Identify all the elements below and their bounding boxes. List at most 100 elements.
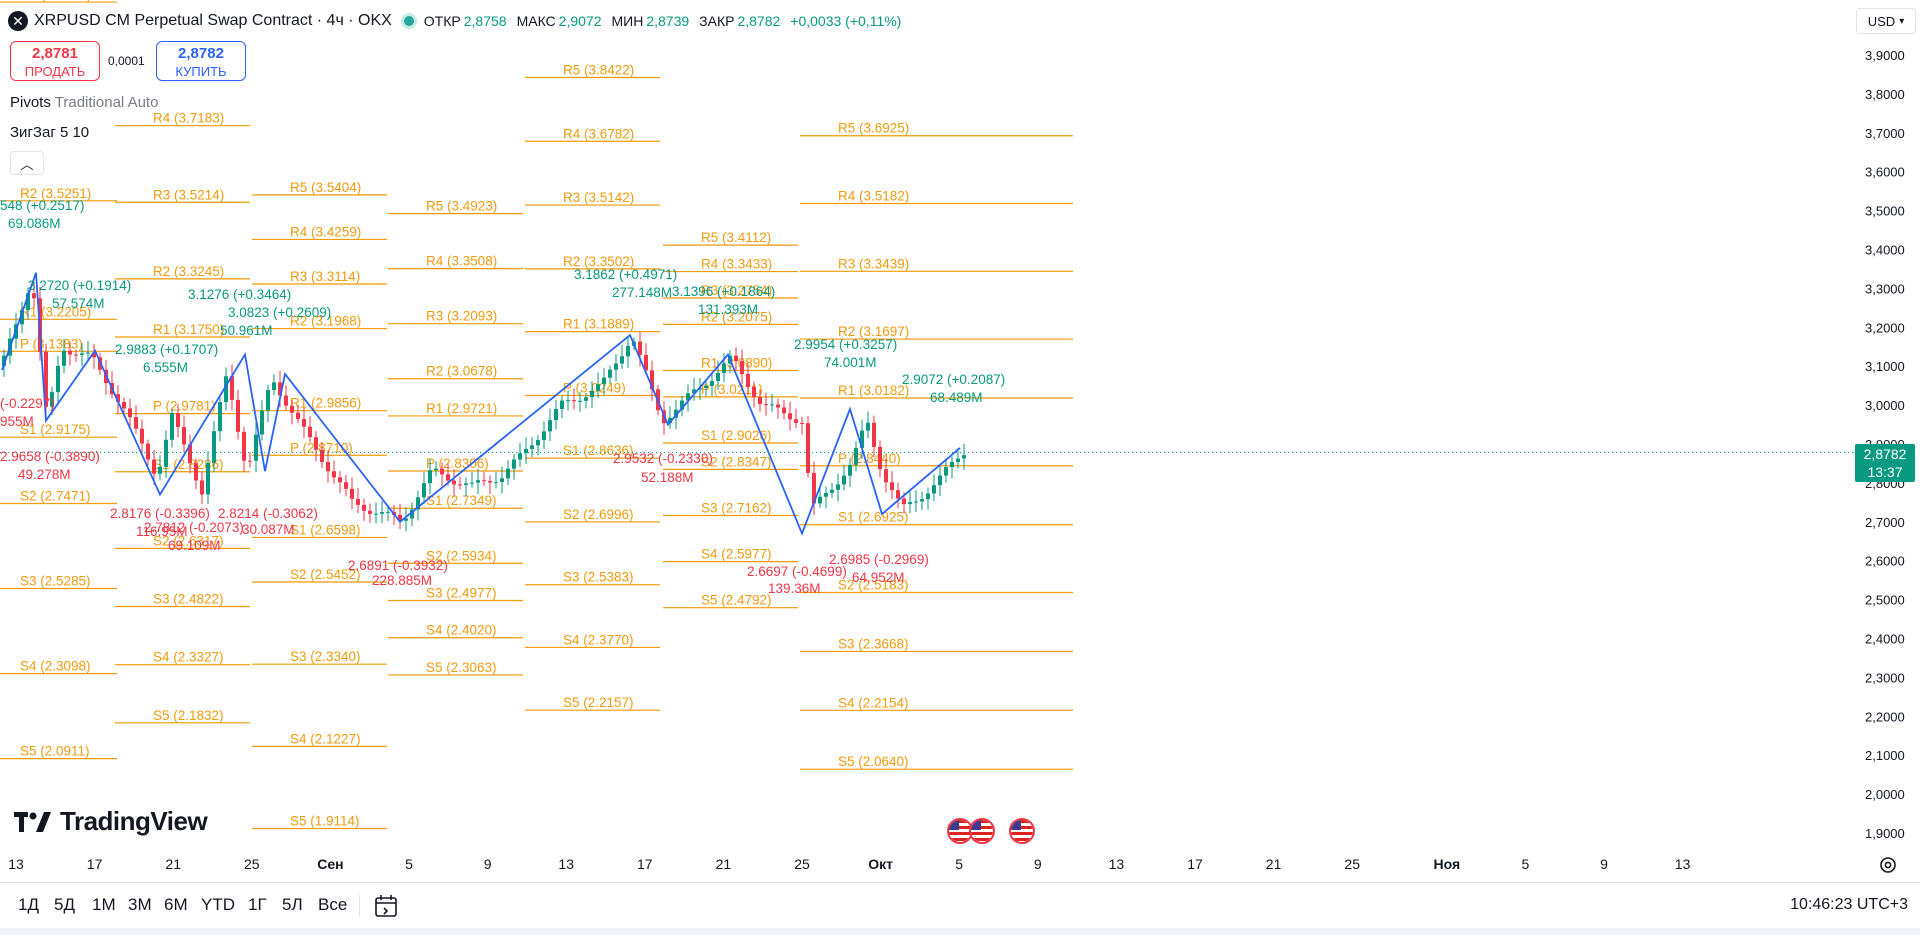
x-axis-tick-label: 5: [405, 856, 413, 872]
x-axis-tick-label: 5: [1522, 856, 1530, 872]
range-ytd-button[interactable]: YTD: [201, 895, 235, 914]
last-price-value: 2,8782: [1863, 446, 1907, 462]
us-flag-event-icon[interactable]: [947, 818, 973, 844]
range-6m-button[interactable]: 6М: [164, 895, 188, 914]
range-1m-button[interactable]: 1М: [92, 895, 116, 914]
pivot-level-label: S5 (2.2157): [563, 695, 634, 710]
utc-clock[interactable]: 10:46:23 UTC+3: [1790, 896, 1908, 913]
y-axis-tick-label: 2,4000: [1865, 632, 1905, 647]
x-axis-tick-label: 17: [1187, 856, 1203, 872]
candle-body: [848, 464, 852, 476]
candle-body: [326, 461, 330, 472]
pivot-level-label: S5 (2.0911): [20, 744, 90, 759]
candle-body: [200, 480, 204, 495]
pivot-level-label: R1 (4.0361): [20, 0, 91, 2]
pivot-level-label: S4 (2.3770): [563, 632, 634, 647]
tradingview-mark-icon: [14, 811, 51, 832]
candle-body: [470, 482, 474, 484]
pivot-level-label: S3 (2.5285): [20, 574, 91, 589]
zigzag-label: 139.36M: [768, 581, 821, 596]
candle-body: [842, 475, 846, 485]
range-5d-button[interactable]: 5Д: [54, 895, 75, 914]
range-all-button[interactable]: Все: [318, 895, 348, 914]
us-flag-event-icon[interactable]: [1009, 818, 1035, 844]
candle-body: [422, 483, 426, 498]
collapse-legend-button[interactable]: ︿: [10, 151, 44, 175]
pivot-level-label: R2 (3.5251): [20, 186, 91, 201]
toolbar-divider: [359, 895, 360, 917]
y-axis-tick-label: 2,0000: [1865, 787, 1905, 802]
indicator-zigzag[interactable]: ЗигЗаг 5 10: [10, 124, 89, 141]
go-to-date-calendar-icon[interactable]: [372, 892, 400, 920]
candle-body: [590, 390, 594, 398]
candle-body: [902, 498, 906, 505]
range-1y-button[interactable]: 1Г: [248, 895, 267, 914]
chart-settings-gear-icon[interactable]: [1877, 854, 1899, 876]
candle-body: [242, 431, 246, 461]
pivot-level-label: S3 (2.3668): [838, 636, 909, 651]
candle-body: [488, 480, 492, 483]
pivot-level-label: R4 (3.3508): [426, 254, 497, 269]
candle-body: [320, 449, 324, 462]
candle-body: [68, 350, 72, 355]
candle-body: [284, 395, 288, 406]
candle-body: [476, 480, 480, 483]
candle-body: [584, 397, 588, 401]
symbol-title[interactable]: XRPUSD CM Perpetual Swap Contract · 4ч ·…: [34, 12, 392, 29]
pivot-level-label: R1 (3.0182): [838, 383, 909, 398]
zigzag-label: 2.9954 (+0.3257): [794, 337, 897, 352]
pivot-level-label: S5 (2.4792): [701, 593, 772, 608]
ohlc-open-label: ОТКР: [423, 13, 461, 29]
y-axis-tick-label: 3,6000: [1865, 165, 1905, 180]
candle-body: [944, 467, 948, 476]
zigzag-label: 2.9658 (-0.3890): [0, 449, 100, 464]
currency-selector[interactable]: USD ▾: [1856, 8, 1916, 34]
range-1d-button[interactable]: 1Д: [18, 895, 39, 914]
x-axis-tick-label: 25: [244, 856, 260, 872]
pivot-level-label: R3 (3.3114): [290, 269, 360, 284]
candle-body: [716, 372, 720, 382]
range-5y-button[interactable]: 5Л: [282, 895, 303, 914]
candle-body: [530, 445, 534, 449]
candle-body: [818, 496, 822, 504]
us-flag-event-icon[interactable]: [969, 818, 995, 844]
pivot-level-label: R5 (3.5404): [290, 180, 361, 195]
candle-body: [506, 468, 510, 479]
currency-label: USD: [1867, 13, 1896, 29]
candle-body: [866, 422, 870, 431]
candle-body: [410, 509, 414, 519]
candle-body: [776, 404, 780, 408]
x-axis-tick-label: Ноя: [1433, 856, 1460, 872]
zigzag-label: 2.7812 (-0.2073): [144, 520, 244, 535]
candle-body: [824, 492, 828, 497]
candle-body: [218, 402, 222, 432]
candle-body: [602, 377, 606, 385]
candle-body: [338, 477, 342, 483]
candle-body: [596, 384, 600, 391]
indicator-pivots[interactable]: Pivots Traditional Auto: [10, 94, 158, 111]
pivot-level-label: S5 (2.3063): [426, 660, 497, 675]
tradingview-logo[interactable]: TradingView: [14, 806, 208, 837]
sell-price: 2,8781: [32, 45, 78, 62]
range-3m-button[interactable]: 3М: [128, 895, 152, 914]
candle-body: [752, 386, 756, 398]
buy-button[interactable]: 2,8782 КУПИТЬ: [156, 41, 246, 81]
candle-body: [638, 341, 642, 355]
candle-body: [764, 404, 768, 406]
chevron-up-icon: ︿: [20, 156, 34, 172]
candle-body: [32, 293, 36, 299]
tradingview-wordmark: TradingView: [60, 806, 208, 836]
ohlc-open-value: 2,8758: [463, 13, 507, 29]
candle-body: [494, 482, 498, 484]
pivot-level-label: S1 (2.8636): [563, 443, 634, 458]
candle-body: [794, 419, 798, 423]
zigzag-label: 2.9072 (+0.2087): [902, 372, 1005, 387]
candle-body: [860, 430, 864, 448]
candle-body: [182, 427, 186, 445]
candle-body: [578, 400, 582, 402]
candle-body: [272, 382, 276, 391]
pivot-level-label: R4 (3.3433): [701, 257, 772, 272]
sell-button[interactable]: 2,8781 ПРОДАТЬ: [10, 41, 100, 81]
